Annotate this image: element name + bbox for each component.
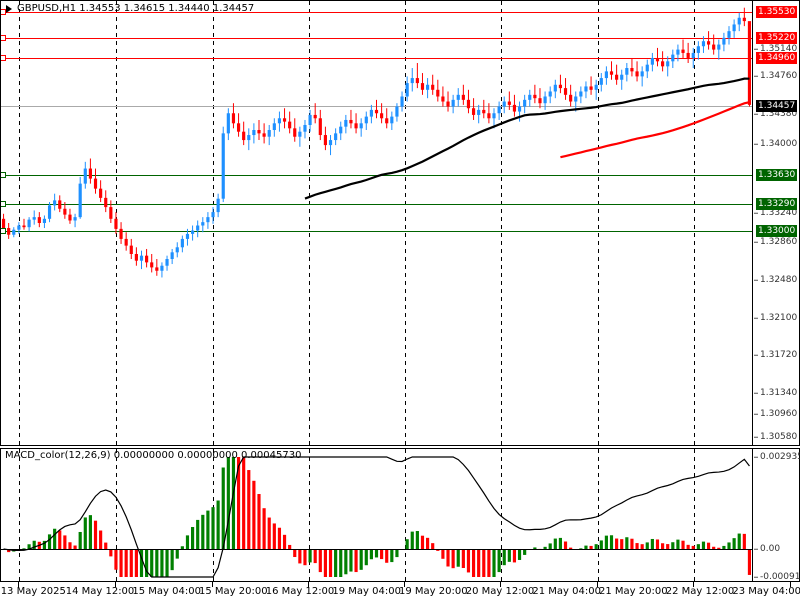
time-axis[interactable]: 13 May 2025 14 May 12:00 15 May 04:00 15 Ma… [0, 582, 800, 600]
time-tick [308, 582, 309, 587]
support-price-badge[interactable]: 1.33290 [756, 198, 798, 210]
macd-histogram-svg [1, 449, 752, 581]
time-axis-label: 19 May 04:00 [332, 586, 401, 597]
price-candles-svg [1, 1, 752, 445]
price-tick-label: 1.31340 [754, 388, 797, 399]
price-tick-label: 1.30960 [754, 409, 797, 420]
support-price-badge[interactable]: 1.33630 [756, 169, 798, 181]
time-axis-label: 23 May 04:00 [732, 586, 800, 597]
level-handle[interactable] [1, 228, 6, 234]
macd-plot-area[interactable] [1, 449, 752, 581]
macd-bottom-label: -0.000919 [754, 572, 800, 583]
time-axis-label: 14 May 12:00 [65, 586, 135, 597]
price-tick-label: 1.34380 [754, 109, 797, 120]
resistance-price-badge[interactable]: 1.35530 [756, 6, 798, 18]
level-handle[interactable] [1, 172, 6, 178]
level-handle[interactable] [1, 9, 6, 15]
macd-axis-labels: 0.0029351 0.00 -0.000919 [754, 449, 800, 583]
time-tick [18, 582, 19, 587]
price-tick-label: 1.31720 [754, 350, 797, 361]
time-axis-label: 19 May 20:00 [399, 586, 468, 597]
price-tick-label: 1.34760 [754, 71, 797, 82]
price-tick-label: 1.34000 [754, 139, 797, 150]
symbol-header: GBPUSD,H1 1.34553 1.34615 1.34440 1.3445… [17, 3, 255, 14]
time-axis-label: 15 May 20:00 [199, 586, 268, 597]
time-tick [212, 582, 213, 587]
macd-zero-label: 0.00 [754, 544, 780, 555]
price-tick-label: 1.35140 [754, 44, 797, 55]
time-axis-label: 16 May 12:00 [265, 586, 335, 597]
price-axis-labels[interactable]: 1.35140 1.34760 1.34380 1.34000 1.33240 1.328… [754, 1, 800, 445]
price-axis-separator [752, 1, 753, 445]
resistance-price-badge[interactable]: 1.34960 [756, 52, 798, 64]
level-handle[interactable] [1, 201, 6, 207]
support-price-badge[interactable]: 1.33000 [756, 225, 798, 237]
time-tick [404, 582, 405, 587]
price-tick-label: 1.32100 [754, 313, 797, 324]
time-tick [597, 582, 598, 587]
time-axis-label: 22 May 12:00 [665, 586, 735, 597]
macd-header: MACD_color(12,26,9) 0.00000000 0.0000000… [5, 450, 302, 461]
triangle-down-icon[interactable] [6, 5, 12, 13]
price-tick-label: 1.33240 [754, 208, 797, 219]
price-plot-area[interactable] [1, 1, 752, 445]
price-tick-label: 1.32860 [754, 237, 797, 248]
time-axis-label: 21 May 04:00 [532, 586, 601, 597]
macd-indicator-panel[interactable]: MACD_color(12,26,9) 0.00000000 0.0000000… [0, 448, 800, 582]
macd-top-label: 0.0029351 [754, 452, 800, 463]
level-handle[interactable] [1, 35, 6, 41]
resistance-price-badge[interactable]: 1.35220 [756, 32, 798, 44]
time-axis-label: 15 May 04:00 [132, 586, 201, 597]
price-chart-panel[interactable]: GBPUSD,H1 1.34553 1.34615 1.34440 1.3445… [0, 0, 800, 446]
time-tick [115, 582, 116, 587]
price-tick-label: 1.30580 [754, 432, 797, 443]
time-axis-label: 21 May 20:00 [599, 586, 668, 597]
level-handle[interactable] [1, 55, 6, 61]
time-axis-label: 20 May 12:00 [465, 586, 535, 597]
time-axis-label: 13 May 2025 [0, 586, 66, 597]
time-tick [500, 582, 501, 587]
time-tick [790, 582, 791, 587]
current-price-badge[interactable]: 1.34457 [756, 100, 798, 112]
time-tick [693, 582, 694, 587]
macd-axis-separator [752, 449, 753, 581]
price-tick-label: 1.32480 [754, 275, 797, 286]
